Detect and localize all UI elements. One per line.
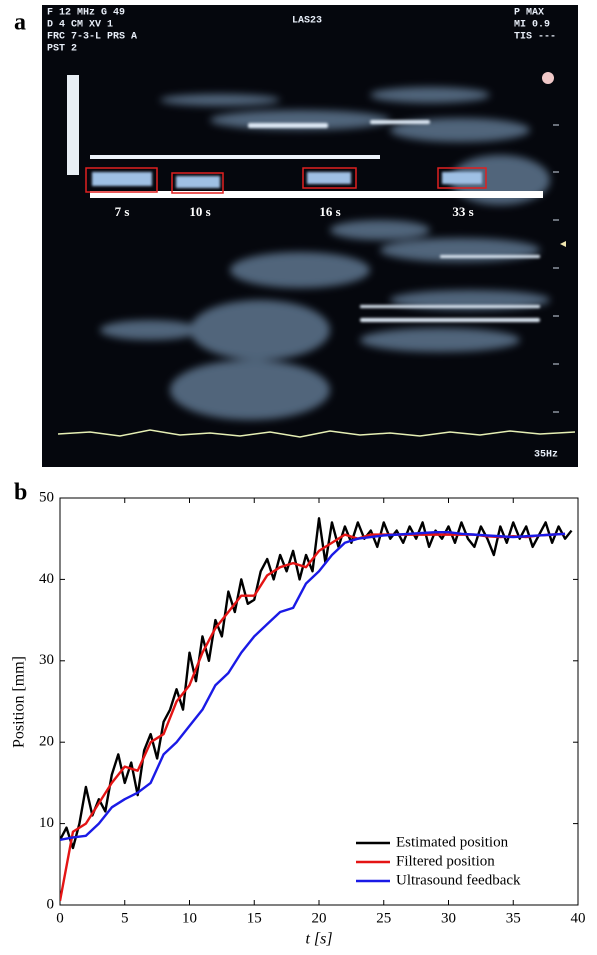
ultrasound-image — [42, 5, 578, 467]
plot-frame — [59, 497, 579, 906]
panel-label: a — [14, 10, 26, 36]
panel-label: b — [14, 480, 27, 506]
x-tick-label: 10 — [182, 910, 197, 926]
header-right: P MAX — [514, 8, 544, 19]
time-label: 10 s — [189, 204, 210, 219]
header-center: LAS23 — [292, 16, 322, 27]
header-left: PST 2 — [47, 44, 77, 55]
legend-label: Ultrasound feedback — [396, 872, 521, 888]
x-tick-label: 0 — [56, 910, 64, 926]
header-left: FRC 7-3-L PRS A — [47, 32, 137, 43]
header-left: F 12 MHz G 49 — [47, 8, 125, 19]
y-tick-label: 0 — [47, 896, 55, 912]
y-tick-label: 10 — [39, 815, 54, 831]
series-line — [60, 530, 566, 842]
y-tick-label: 50 — [39, 489, 54, 505]
x-tick-label: 40 — [571, 910, 586, 926]
frame-rate: 35Hz — [534, 450, 558, 461]
header-right: TIS --- — [514, 32, 556, 43]
x-tick-label: 30 — [441, 910, 456, 926]
y-tick-label: 30 — [39, 652, 54, 668]
time-label: 33 s — [452, 204, 473, 219]
time-label: 16 s — [319, 204, 340, 219]
header-left: D 4 CM XV 1 — [47, 20, 113, 31]
x-tick-label: 35 — [506, 910, 521, 926]
x-tick-label: 5 — [121, 910, 129, 926]
legend-label: Filtered position — [396, 853, 495, 869]
x-tick-label: 20 — [312, 910, 327, 926]
x-axis-label: t [s] — [305, 931, 332, 948]
y-axis-label: Position [mm] — [11, 656, 28, 748]
time-label: 7 s — [115, 204, 130, 219]
x-tick-label: 25 — [376, 910, 391, 926]
ultrasound-header: F 12 MHz G 49 D 4 CM XV 1 FRC 7-3-L PRS … — [47, 8, 558, 461]
header-right: MI 0.9 — [514, 20, 550, 31]
y-tick-label: 20 — [39, 734, 54, 750]
plot-area: 0 5 10 15 20 25 30 35 40 0 10 20 30 40 50 Estimated pos… — [39, 489, 586, 926]
legend-label: Estimated position — [396, 834, 509, 850]
y-tick-label: 40 — [39, 571, 54, 587]
time-labels: 7 s 10 s 16 s 33 s — [115, 204, 474, 219]
x-tick-label: 15 — [247, 910, 262, 926]
